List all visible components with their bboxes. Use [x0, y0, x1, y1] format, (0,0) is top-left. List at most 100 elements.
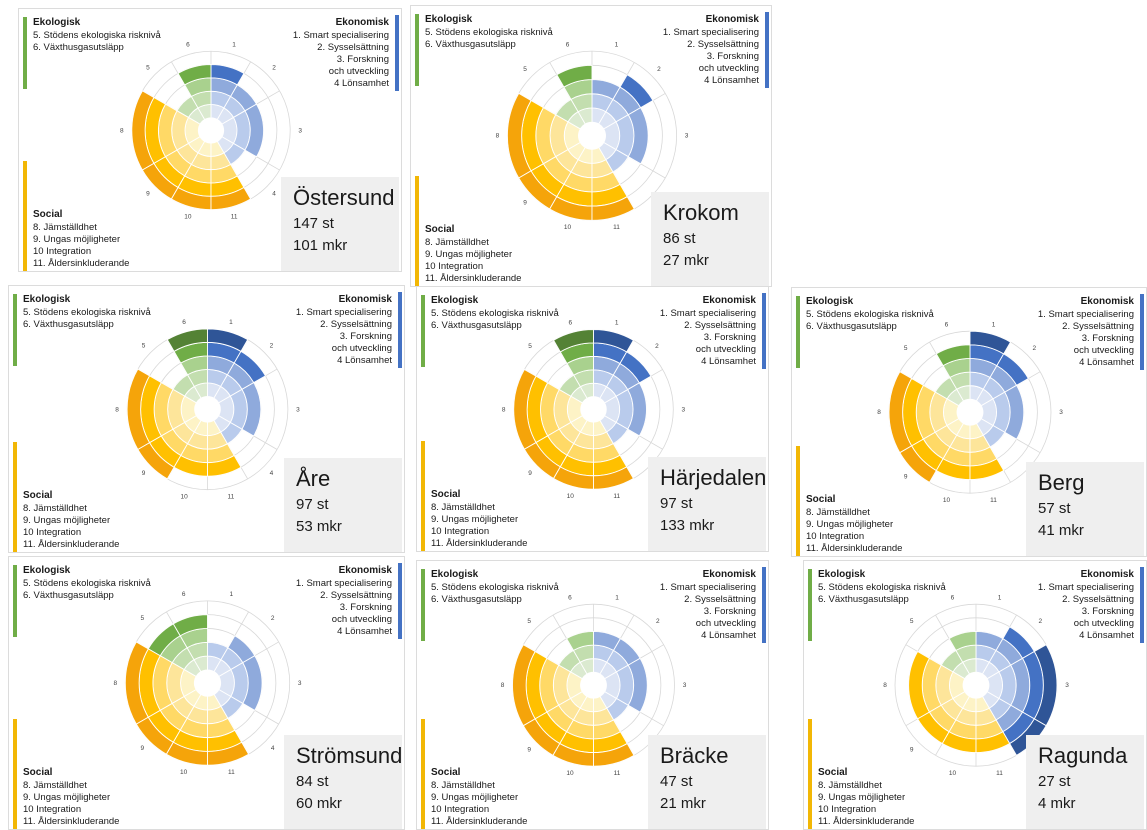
segment-number-label: 1 — [998, 594, 1002, 601]
segment-11-ring-5 — [591, 196, 635, 221]
municipality-name: Bräcke — [660, 743, 729, 768]
segment-number-label: 10 — [566, 770, 574, 777]
center-hole — [957, 399, 983, 426]
segment-number-label: 1 — [232, 41, 236, 48]
ekonomisk-item: 1. Smart specialisering — [1037, 309, 1134, 320]
ekonomisk-item: 3. Forskning — [1081, 606, 1134, 617]
project-count: 147 st — [293, 215, 334, 232]
ekologisk-bar — [796, 296, 800, 368]
segment-number-label: 1 — [230, 591, 234, 598]
segment-8-ring-5 — [512, 644, 536, 727]
segment-number-label: 6 — [568, 594, 572, 601]
ekologisk-title: Ekologisk — [23, 294, 71, 305]
segment-6-ring-4 — [172, 614, 208, 637]
ekonomisk-item: 3. Forskning — [703, 332, 756, 343]
segment-6-ring-3 — [565, 630, 594, 652]
social-bar — [13, 442, 17, 552]
segment-number-label: 4 — [272, 191, 276, 198]
ekonomisk-item: och utveckling — [698, 63, 759, 74]
ekonomisk-item: 1. Smart specialisering — [295, 578, 392, 589]
segment-number-label: 5 — [904, 345, 908, 352]
segment-number-label: 9 — [527, 747, 531, 754]
segment-9-ring-5 — [137, 442, 175, 480]
social-item: 11. Åldersinkluderande — [425, 273, 522, 284]
ekonomisk-item: 2. Sysselsättning — [1062, 594, 1134, 605]
social-item: 10 Integration — [806, 531, 865, 542]
municipality-stat-box: Östersund 147 st 101 mkr — [281, 177, 399, 271]
segment-10-ring-5 — [552, 742, 594, 767]
segment-3-ring-3 — [1004, 384, 1025, 440]
social-item: 10 Integration — [431, 526, 490, 537]
ekologisk-title: Ekologisk — [806, 296, 854, 307]
segment-number-label: 9 — [523, 200, 527, 207]
segment-6-ring-4 — [556, 64, 593, 88]
social-bar — [23, 161, 27, 271]
segment-11-ring-4 — [975, 731, 1011, 754]
project-count: 86 st — [663, 230, 696, 247]
ekonomisk-title: Ekonomisk — [1080, 569, 1134, 580]
social-bar — [421, 719, 425, 829]
ekologisk-title: Ekologisk — [818, 569, 866, 580]
municipality-stat-box: Strömsund 84 st 60 mkr — [284, 735, 402, 829]
social-item: 10 Integration — [425, 261, 484, 272]
segment-number-label: 11 — [613, 224, 620, 231]
segment-number-label: 5 — [527, 618, 531, 625]
ekonomisk-title: Ekonomisk — [702, 295, 756, 306]
segment-number-label: 10 — [949, 770, 957, 777]
funding-amount: 41 mkr — [1038, 522, 1084, 539]
social-bar — [421, 441, 425, 551]
social-item: 9. Ungas möjligheter — [806, 519, 894, 530]
ekonomisk-bar — [765, 12, 769, 88]
segment-number-label: 11 — [228, 769, 235, 776]
social-title: Social — [806, 494, 836, 505]
ekonomisk-item: 2. Sysselsättning — [1062, 321, 1134, 332]
segment-number-label: 8 — [883, 682, 887, 689]
center-hole — [198, 117, 224, 144]
segment-number-label: 10 — [184, 214, 192, 221]
funding-amount: 21 mkr — [660, 795, 706, 812]
segment-number-label: 11 — [228, 494, 235, 501]
municipality-name: Krokom — [663, 200, 739, 225]
social-item: 10 Integration — [23, 804, 82, 815]
segment-3-ring-3 — [627, 107, 649, 165]
segment-number-label: 3 — [298, 127, 302, 134]
segment-8-ring-4 — [908, 650, 931, 720]
ekonomisk-bar — [1140, 294, 1144, 370]
ekonomisk-item: 3. Forskning — [336, 54, 389, 65]
ekonomisk-title: Ekonomisk — [705, 14, 759, 25]
segment-number-label: 2 — [1039, 618, 1043, 625]
municipality-name: Östersund — [293, 185, 395, 210]
ekologisk-bar — [13, 294, 17, 366]
social-bar — [796, 446, 800, 556]
social-item: 11. Åldersinkluderande — [431, 816, 528, 827]
segment-10-ring-5 — [165, 741, 208, 766]
municipality-stat-box: Ragunda 27 st 4 mkr — [1026, 735, 1144, 829]
center-hole — [963, 672, 989, 699]
segment-11-ring-4 — [207, 454, 242, 477]
social-item: 9. Ungas möjligheter — [33, 234, 121, 245]
segment-number-label: 2 — [657, 66, 661, 73]
ekonomisk-item: 1. Smart specialisering — [1037, 582, 1134, 593]
ekonomisk-item: 4 Lönsamhet — [1079, 630, 1134, 641]
segment-number-label: 4 — [270, 470, 274, 477]
project-count: 97 st — [296, 496, 329, 513]
segment-number-label: 8 — [113, 680, 117, 687]
social-item: 10 Integration — [818, 804, 877, 815]
ekonomisk-item: 2. Sysselsättning — [687, 39, 759, 50]
center-hole — [580, 672, 607, 699]
segment-3-ring-3 — [241, 381, 262, 437]
ekonomisk-title: Ekonomisk — [335, 17, 389, 28]
segment-number-label: 5 — [528, 343, 532, 350]
segment-11-ring-5 — [210, 186, 252, 211]
ekologisk-item: 5. Stödens ekologiska risknivå — [806, 309, 934, 320]
ekologisk-title: Ekologisk — [33, 17, 81, 28]
ekonomisk-item: 2. Sysselsättning — [320, 590, 392, 601]
ekonomisk-item: och utveckling — [695, 618, 756, 629]
ekonomisk-bar — [762, 293, 766, 369]
segment-number-label: 9 — [904, 474, 908, 481]
